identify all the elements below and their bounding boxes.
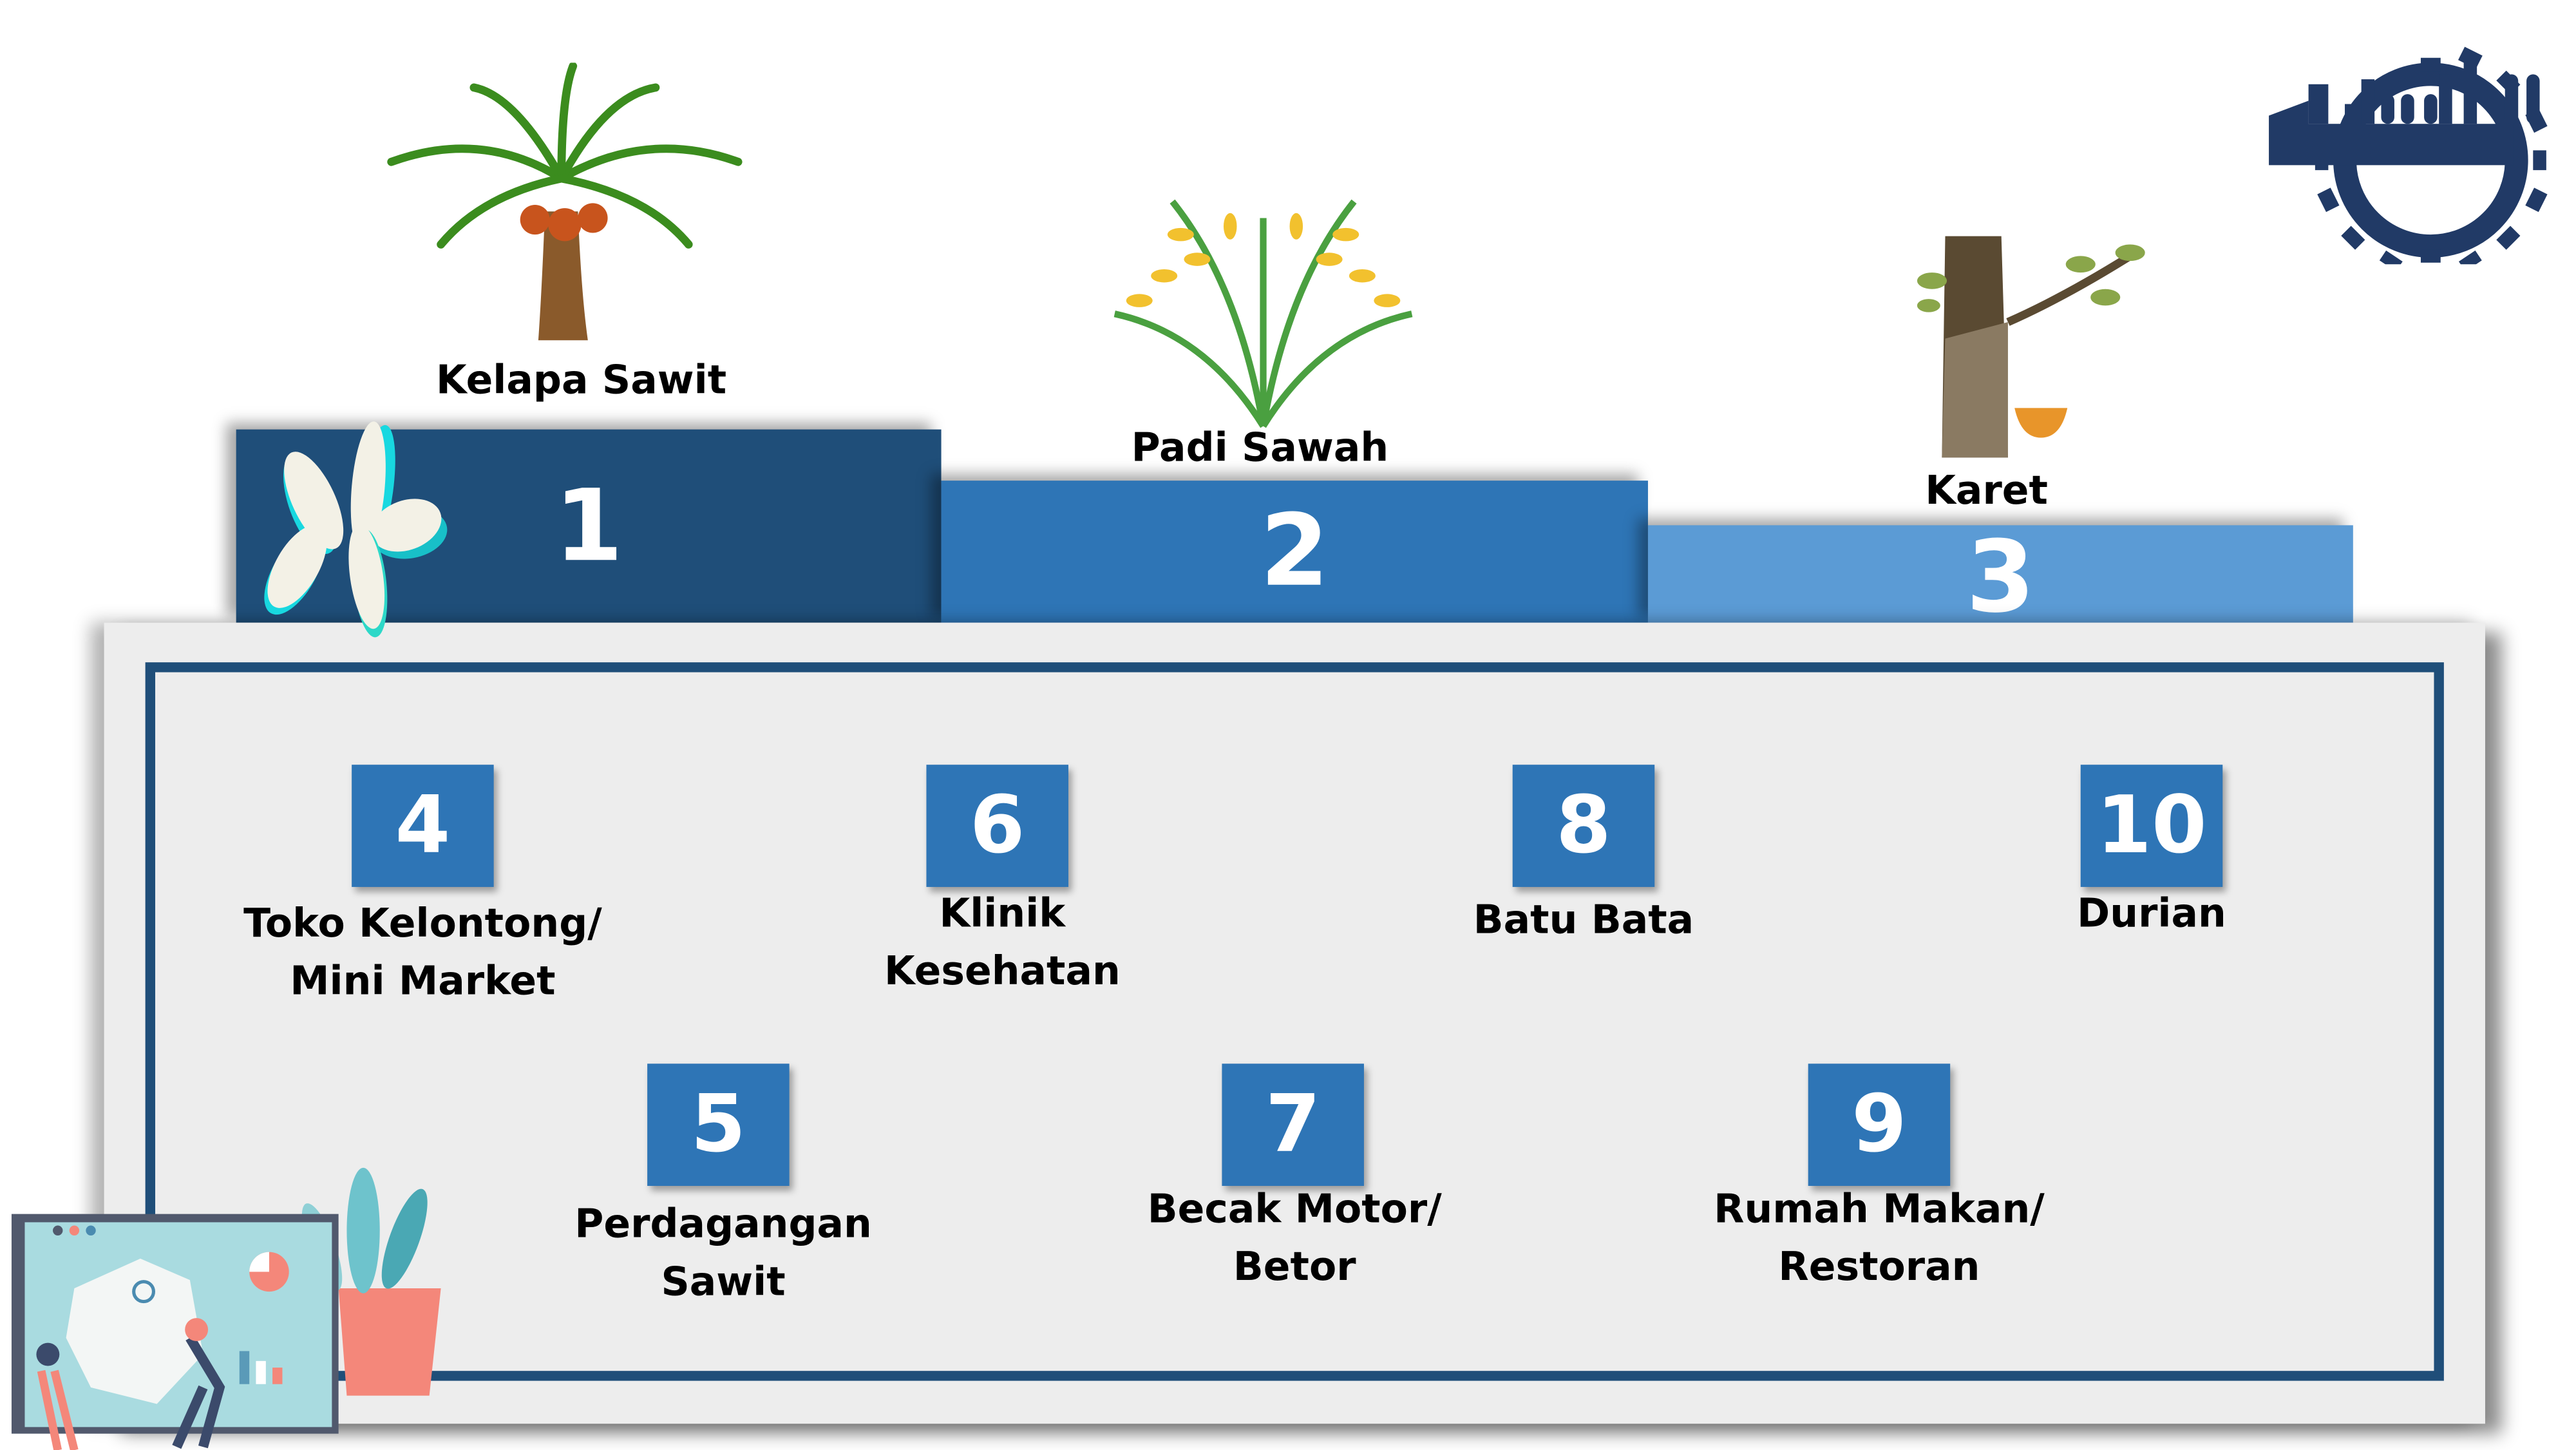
- item-label-5: Perdagangan Sawit: [574, 1196, 872, 1311]
- industry-gear-logo: [2269, 46, 2548, 265]
- podium-label-3: Karet: [1925, 467, 2048, 514]
- item-label-6: Klinik Kesehatan: [884, 885, 1121, 1000]
- label-line: Sawit: [661, 1258, 786, 1305]
- rubber-tree-image: [1917, 236, 2145, 458]
- podium-rank-3: 3: [1647, 520, 2353, 636]
- item-label-8: Batu Bata: [1473, 892, 1694, 950]
- label-line: Perdagangan: [574, 1201, 872, 1247]
- label-line: Rumah Makan/: [1714, 1186, 2045, 1232]
- rank-number: 2: [1260, 493, 1329, 610]
- item-label-9: Rumah Makan/Restoran: [1714, 1181, 2045, 1296]
- label-line: Batu Bata: [1473, 897, 1694, 944]
- oil-palm-tree-image: [387, 62, 743, 341]
- ranking-panel: [104, 622, 2485, 1424]
- label-line: Restoran: [1778, 1243, 1980, 1290]
- rank-box-10: 10: [2080, 765, 2223, 887]
- label-line: Kesehatan: [884, 948, 1121, 995]
- rice-plant-image: [1113, 199, 1413, 428]
- item-label-7: Becak Motor/Betor: [1148, 1181, 1442, 1296]
- rank-box-4: 4: [352, 765, 494, 887]
- label-line: Mini Market: [290, 958, 556, 1004]
- rank-box-7: 7: [1222, 1064, 1364, 1187]
- rank-box-6: 6: [926, 765, 1068, 887]
- rank-box-5: 5: [647, 1064, 790, 1187]
- rank-number: 1: [554, 468, 623, 584]
- label-line: Becak Motor/: [1147, 1186, 1442, 1232]
- item-label-10: Durian: [2077, 885, 2226, 943]
- podium-label-2: Padi Sawah: [1131, 424, 1389, 471]
- ranking-panel-border: [145, 662, 2444, 1381]
- podium-rank-2: 2: [941, 481, 1648, 623]
- podium-label-1: Kelapa Sawit: [435, 356, 727, 403]
- rank-box-8: 8: [1512, 765, 1655, 887]
- label-line: Betor: [1233, 1243, 1356, 1290]
- label-line: Klinik: [939, 890, 1066, 937]
- label-line: Durian: [2077, 890, 2226, 937]
- item-label-4: Toko Kelontong/Mini Market: [243, 895, 602, 1011]
- data-map-illustration: [11, 1167, 441, 1450]
- flower-icon: [264, 421, 448, 638]
- rank-number: 3: [1965, 520, 2035, 636]
- rank-box-9: 9: [1808, 1064, 1951, 1187]
- label-line: Toko Kelontong/: [243, 900, 602, 947]
